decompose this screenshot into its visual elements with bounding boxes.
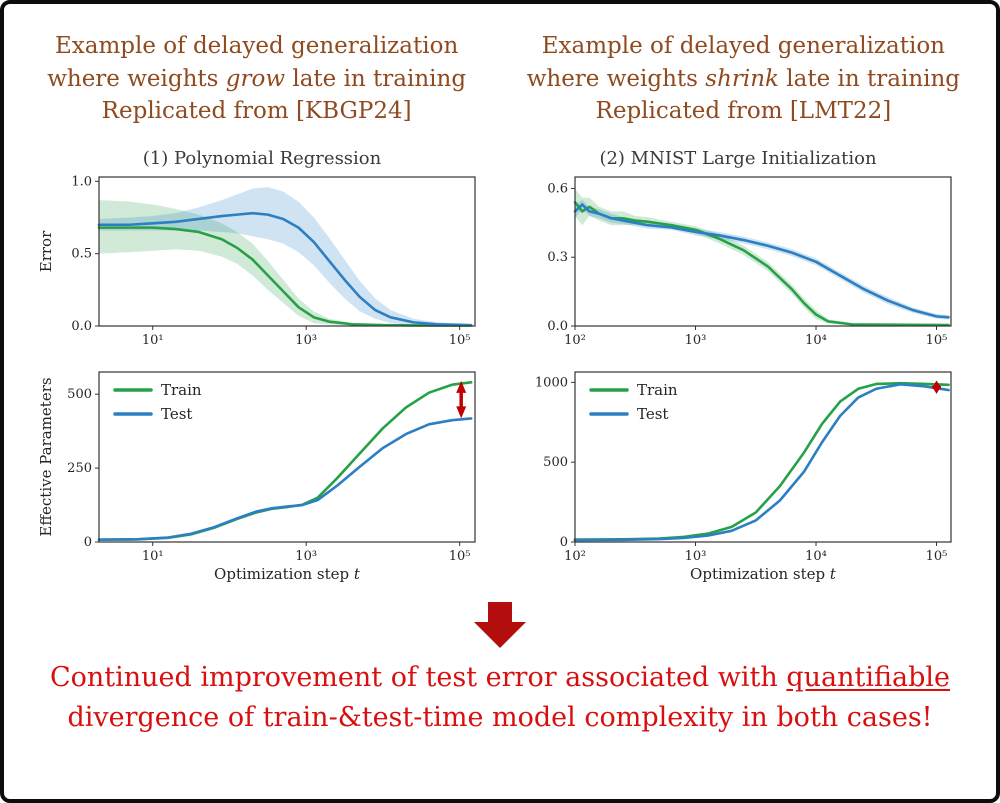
y-axis-label: Error	[37, 230, 55, 272]
header-right-line2-emphasis: shrink	[705, 65, 779, 92]
test-curve	[573, 203, 950, 319]
plot-frame	[574, 176, 952, 327]
y-tick-label: 0.5	[71, 247, 92, 262]
x-tick-label: 10⁵	[449, 333, 471, 348]
x-tick-label: 10³	[295, 333, 317, 348]
plot-frame	[98, 176, 476, 327]
header-left: Example of delayed generalization where …	[32, 30, 481, 128]
x-tick-label: 10⁵	[449, 549, 471, 564]
x-tick-label: 10⁵	[926, 549, 948, 564]
test-curve	[573, 382, 950, 542]
header-right-line2-pre: where weights	[526, 65, 706, 92]
header-left-line2-pre: where weights	[47, 65, 226, 92]
y-tick-label: 0.0	[547, 319, 568, 334]
header-right-line1-text: Example of delayed generalization	[541, 33, 945, 59]
header-left-line1: Example of delayed generalization	[32, 30, 481, 63]
x-tick-label: 10⁴	[805, 549, 827, 564]
caption-row: Example of delayed generalization where …	[4, 4, 996, 128]
header-left-line2: where weights grow late in training	[32, 63, 481, 96]
y-tick-label: 0.3	[547, 250, 568, 265]
x-tick-label: 10²	[564, 549, 586, 564]
header-right: Example of delayed generalization where …	[519, 30, 968, 128]
x-tick-label: 10⁵	[926, 333, 948, 348]
chart-column-left: (1) Polynomial Regression 10¹ 10³ 10⁵ 0.0 0.…	[37, 148, 487, 588]
train-curve	[97, 226, 473, 327]
header-left-line2-emphasis: grow	[225, 65, 286, 92]
header-right-line3: Replicated from [LMT22]	[519, 95, 968, 128]
plot-frame	[98, 371, 476, 543]
header-right-line2: where weights shrink late in training	[519, 63, 968, 96]
test-curve	[97, 211, 473, 327]
conclusion-line1: Continued improvement of test error asso…	[4, 658, 996, 699]
chart-polynomial-title: (1) Polynomial Regression	[142, 147, 382, 169]
y-axis-label: Effective Parameters	[37, 377, 55, 536]
x-tick-label: 10³	[685, 549, 707, 564]
x-tick-label: 10³	[295, 549, 317, 564]
conclusion-underlined-word: quantifiable	[786, 661, 951, 693]
y-tick-label: 0	[560, 535, 568, 550]
train-curve	[97, 381, 473, 541]
conclusion-line1-text: Continued improvement of test error asso…	[49, 661, 787, 693]
plot-frame	[574, 371, 952, 543]
conclusion-line2: divergence of train-&test-time model com…	[4, 698, 996, 739]
chart-polynomial-effective-params: 10¹ 10³ 10⁵ 0 250 500 Effective Parameters Opti…	[37, 371, 476, 583]
divergence-arrow-head-down	[931, 385, 942, 394]
x-tick-label: 10³	[685, 333, 707, 348]
y-tick-label: 500	[543, 455, 568, 470]
conclusion-line2-text: divergence of train-&test-time model com…	[67, 702, 933, 734]
chart-column-right: (2) MNIST Large Initialization 10² 10³ 10⁴…	[513, 148, 963, 588]
train-confidence-band	[575, 188, 949, 326]
legend-label-train: Train	[161, 381, 202, 399]
header-left-citation: Replicated from [KBGP24]	[101, 98, 412, 125]
y-tick-label: 250	[67, 461, 92, 476]
y-tick-label: 0.0	[71, 319, 92, 334]
y-tick-label: 1.0	[71, 174, 92, 189]
header-left-line1-text: Example of delayed generalization	[55, 33, 459, 59]
legend-label-test: Test	[637, 405, 668, 423]
charts-grid: (1) Polynomial Regression 10¹ 10³ 10⁵ 0.0 0.…	[4, 148, 996, 588]
header-right-line2-post: late in training	[778, 65, 961, 92]
legend-label-test: Test	[161, 405, 192, 423]
y-tick-label: 0	[84, 535, 92, 550]
chart-mnist-effective-params: 10² 10³ 10⁴ 10⁵ 0 500 1000 Optimization step t T…	[535, 371, 952, 583]
down-arrow	[4, 601, 996, 650]
legend-label-train: Train	[637, 381, 678, 399]
x-tick-label: 10²	[564, 333, 586, 348]
test-confidence-band	[99, 187, 472, 326]
conclusion-text: Continued improvement of test error asso…	[4, 658, 996, 739]
x-tick-label: 10¹	[142, 333, 164, 348]
chart-mnist-title: (2) MNIST Large Initialization	[599, 147, 877, 169]
y-tick-label: 1000	[535, 375, 568, 390]
train-curve	[573, 200, 950, 327]
y-tick-label: 500	[67, 387, 92, 402]
test-confidence-band	[575, 199, 949, 320]
chart-mnist-error: 10² 10³ 10⁴ 10⁵ 0.0 0.3 0.6	[547, 176, 952, 348]
divergence-arrow-head-down	[456, 406, 467, 419]
test-curve	[97, 417, 473, 541]
divergence-arrow-head-up	[456, 380, 467, 393]
header-right-citation: Replicated from [LMT22]	[595, 98, 892, 125]
x-axis-label: Optimization step t	[214, 565, 361, 583]
header-right-line1: Example of delayed generalization	[519, 30, 968, 63]
header-left-line3: Replicated from [KBGP24]	[32, 95, 481, 128]
x-axis-label: Optimization step t	[690, 565, 837, 583]
chart-polynomial-error: 10¹ 10³ 10⁵ 0.0 0.5 1.0 Error	[37, 174, 476, 348]
down-arrow-shape	[474, 601, 526, 648]
y-tick-label: 0.6	[547, 181, 568, 196]
down-arrow-icon	[474, 601, 526, 648]
x-tick-label: 10¹	[142, 549, 164, 564]
header-left-line2-post: late in training	[285, 65, 467, 92]
x-tick-label: 10⁴	[805, 333, 827, 348]
